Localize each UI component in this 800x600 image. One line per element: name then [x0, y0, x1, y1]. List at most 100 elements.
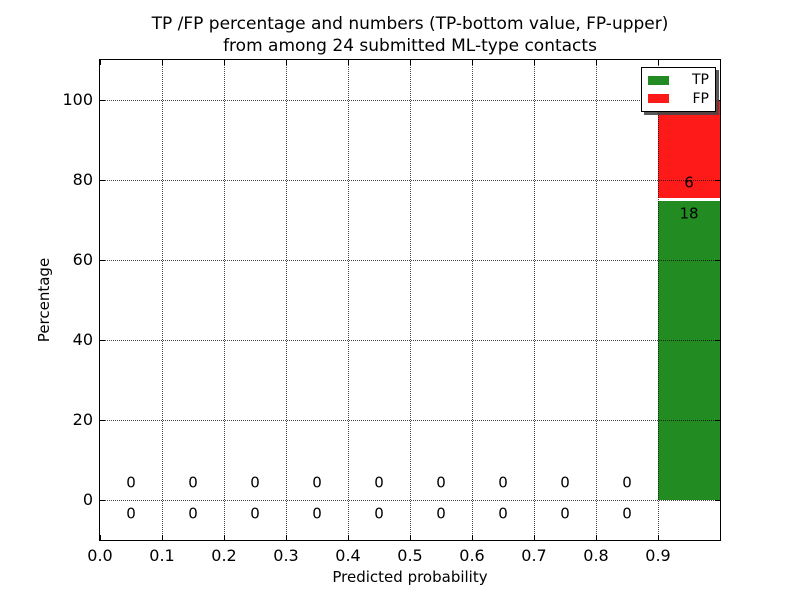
x-tick-mark	[224, 535, 225, 540]
gridline-vertical	[534, 60, 535, 540]
x-tick-label: 0.2	[211, 546, 237, 565]
x-axis-label: Predicted probability	[332, 568, 488, 586]
legend-item-tp: TP	[648, 72, 709, 88]
fp-count-label: 6	[684, 173, 694, 192]
gridline-horizontal	[100, 420, 720, 421]
tp-color-swatch-icon	[648, 75, 669, 85]
x-tick-label: 0.9	[645, 546, 671, 565]
gridline-vertical	[162, 60, 163, 540]
x-tick-label: 0.4	[335, 546, 361, 565]
y-tick-mark	[100, 500, 105, 501]
x-tick-mark	[100, 535, 101, 540]
y-tick-mark	[100, 100, 105, 101]
fp-count-label: 0	[560, 473, 570, 492]
y-axis-label: Percentage	[35, 257, 53, 343]
x-tick-mark-top	[472, 60, 473, 65]
y-tick-mark-right	[715, 260, 720, 261]
y-tick-label: 40	[72, 330, 93, 349]
gridline-vertical	[348, 60, 349, 540]
x-tick-mark-top	[286, 60, 287, 65]
x-tick-mark-top	[224, 60, 225, 65]
x-tick-label: 0.6	[459, 546, 485, 565]
fp-bar-segment	[658, 100, 720, 200]
y-tick-mark-right	[715, 340, 720, 341]
y-tick-mark	[100, 420, 105, 421]
plot-area: 0 0 0 0 0 0 0 0 0 0 0 0 0 0 0 0 0 0 6 18	[99, 59, 721, 541]
fp-count-label: 0	[312, 473, 322, 492]
y-tick-mark-right	[715, 180, 720, 181]
y-tick-mark	[100, 180, 105, 181]
tp-count-label: 0	[250, 504, 260, 523]
legend: TP FP	[641, 67, 716, 112]
x-tick-label: 0.1	[149, 546, 175, 565]
y-tick-mark-right	[715, 100, 720, 101]
gridline-vertical	[410, 60, 411, 540]
x-tick-mark	[596, 535, 597, 540]
x-tick-mark-top	[596, 60, 597, 65]
x-tick-mark-top	[100, 60, 101, 65]
gridline-horizontal	[100, 500, 720, 501]
gridline-vertical	[472, 60, 473, 540]
tp-bar-segment	[658, 200, 720, 500]
y-tick-label: 60	[72, 250, 93, 269]
y-tick-label: 80	[72, 170, 93, 189]
tp-count-label: 0	[498, 504, 508, 523]
x-tick-mark-top	[410, 60, 411, 65]
y-tick-mark-right	[715, 420, 720, 421]
gridline-vertical	[596, 60, 597, 540]
gridline-horizontal	[100, 100, 720, 101]
gridline-horizontal	[100, 340, 720, 341]
tp-count-label: 0	[622, 504, 632, 523]
tp-count-label: 0	[560, 504, 570, 523]
fp-color-swatch-icon	[648, 94, 669, 104]
y-tick-label: 20	[72, 410, 93, 429]
chart-title-line1: TP /FP percentage and numbers (TP-bottom…	[151, 14, 669, 34]
fp-count-label: 0	[126, 473, 136, 492]
legend-label-tp: TP	[692, 72, 709, 89]
x-tick-mark	[410, 535, 411, 540]
x-tick-mark-top	[162, 60, 163, 65]
x-tick-mark	[720, 535, 721, 540]
legend-label-fp: FP	[692, 90, 710, 107]
x-tick-mark-top	[348, 60, 349, 65]
gridline-horizontal	[100, 180, 720, 181]
y-tick-mark	[100, 260, 105, 261]
fp-count-label: 0	[436, 473, 446, 492]
fp-count-label: 0	[250, 473, 260, 492]
x-tick-mark	[472, 535, 473, 540]
x-tick-label: 0.0	[87, 546, 113, 565]
bar-segment-separator	[658, 198, 720, 201]
fp-count-label: 0	[188, 473, 198, 492]
gridline-vertical	[658, 60, 659, 540]
tp-count-label: 0	[374, 504, 384, 523]
gridline-vertical	[224, 60, 225, 540]
x-tick-mark	[286, 535, 287, 540]
legend-item-fp: FP	[648, 91, 709, 107]
x-tick-label: 0.5	[397, 546, 423, 565]
x-tick-mark	[162, 535, 163, 540]
x-tick-mark-top	[720, 60, 721, 65]
fp-count-label: 0	[374, 473, 384, 492]
fp-count-label: 0	[622, 473, 632, 492]
x-tick-mark	[348, 535, 349, 540]
y-tick-mark-right	[715, 500, 720, 501]
x-tick-mark-top	[658, 60, 659, 65]
x-tick-label: 0.3	[273, 546, 299, 565]
x-tick-mark	[658, 535, 659, 540]
x-tick-label: 0.8	[583, 546, 609, 565]
gridline-vertical	[286, 60, 287, 540]
y-tick-mark	[100, 340, 105, 341]
tp-count-label: 18	[679, 204, 699, 223]
tp-count-label: 0	[126, 504, 136, 523]
y-tick-label: 0	[82, 490, 93, 509]
chart-title-line2: from among 24 submitted ML-type contacts	[223, 36, 597, 56]
x-tick-label: 0.7	[521, 546, 547, 565]
y-tick-label: 100	[62, 90, 93, 109]
tp-count-label: 0	[312, 504, 322, 523]
x-tick-mark	[534, 535, 535, 540]
x-tick-mark-top	[534, 60, 535, 65]
chart-title: TP /FP percentage and numbers (TP-bottom…	[100, 13, 720, 57]
tp-count-label: 0	[436, 504, 446, 523]
gridline-horizontal	[100, 260, 720, 261]
